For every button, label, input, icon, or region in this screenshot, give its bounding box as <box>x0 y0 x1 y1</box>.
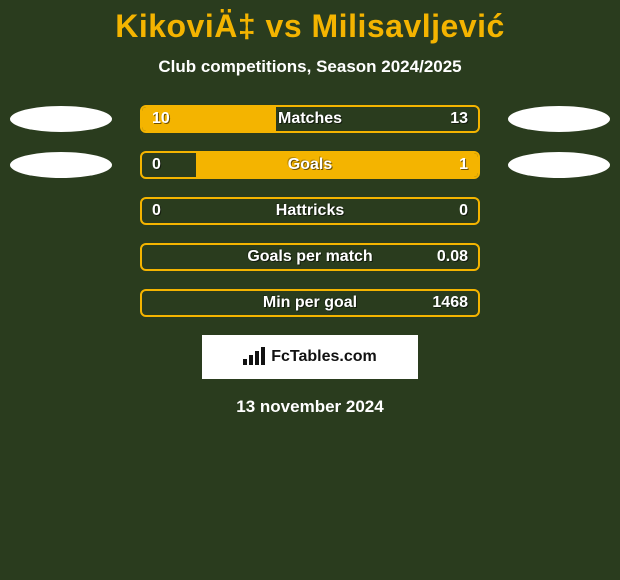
stat-row: Matches 10 13 <box>0 105 620 133</box>
stat-row: Goals 0 1 <box>0 151 620 179</box>
player-marker-left <box>10 106 112 132</box>
stat-value-right: 13 <box>450 110 468 128</box>
stat-bar: Hattricks 0 0 <box>140 197 480 225</box>
brand-card: FcTables.com <box>202 335 418 379</box>
stat-value-right: 1 <box>459 156 468 174</box>
stat-value-left: 0 <box>152 202 161 220</box>
stat-label: Min per goal <box>263 294 357 312</box>
subtitle: Club competitions, Season 2024/2025 <box>0 57 620 77</box>
page-title: KikoviÄ‡ vs Milisavljević <box>0 8 620 45</box>
stat-row: Hattricks 0 0 <box>0 197 620 225</box>
stat-label: Matches <box>278 110 342 128</box>
stat-value-left: 10 <box>152 110 170 128</box>
player-marker-right <box>508 106 610 132</box>
fill-right <box>196 153 478 177</box>
stat-value-right: 1468 <box>432 294 468 312</box>
stat-row: Min per goal 1468 <box>0 289 620 317</box>
stat-bar: Min per goal 1468 <box>140 289 480 317</box>
stat-label: Goals per match <box>247 248 372 266</box>
stat-value-left: 0 <box>152 156 161 174</box>
player-marker-left <box>10 152 112 178</box>
stat-value-right: 0.08 <box>437 248 468 266</box>
stat-bar: Matches 10 13 <box>140 105 480 133</box>
stat-bar: Goals per match 0.08 <box>140 243 480 271</box>
date-label: 13 november 2024 <box>0 397 620 417</box>
bar-chart-icon <box>243 347 265 367</box>
stat-label: Hattricks <box>276 202 344 220</box>
stat-row: Goals per match 0.08 <box>0 243 620 271</box>
stat-value-right: 0 <box>459 202 468 220</box>
brand-label: FcTables.com <box>271 348 377 366</box>
comparison-card: KikoviÄ‡ vs Milisavljević Club competiti… <box>0 0 620 417</box>
stat-bar: Goals 0 1 <box>140 151 480 179</box>
stat-label: Goals <box>288 156 332 174</box>
stats-list: Matches 10 13 Goals 0 1 Hattricks 0 0 Goals per m… <box>0 105 620 317</box>
player-marker-right <box>508 152 610 178</box>
